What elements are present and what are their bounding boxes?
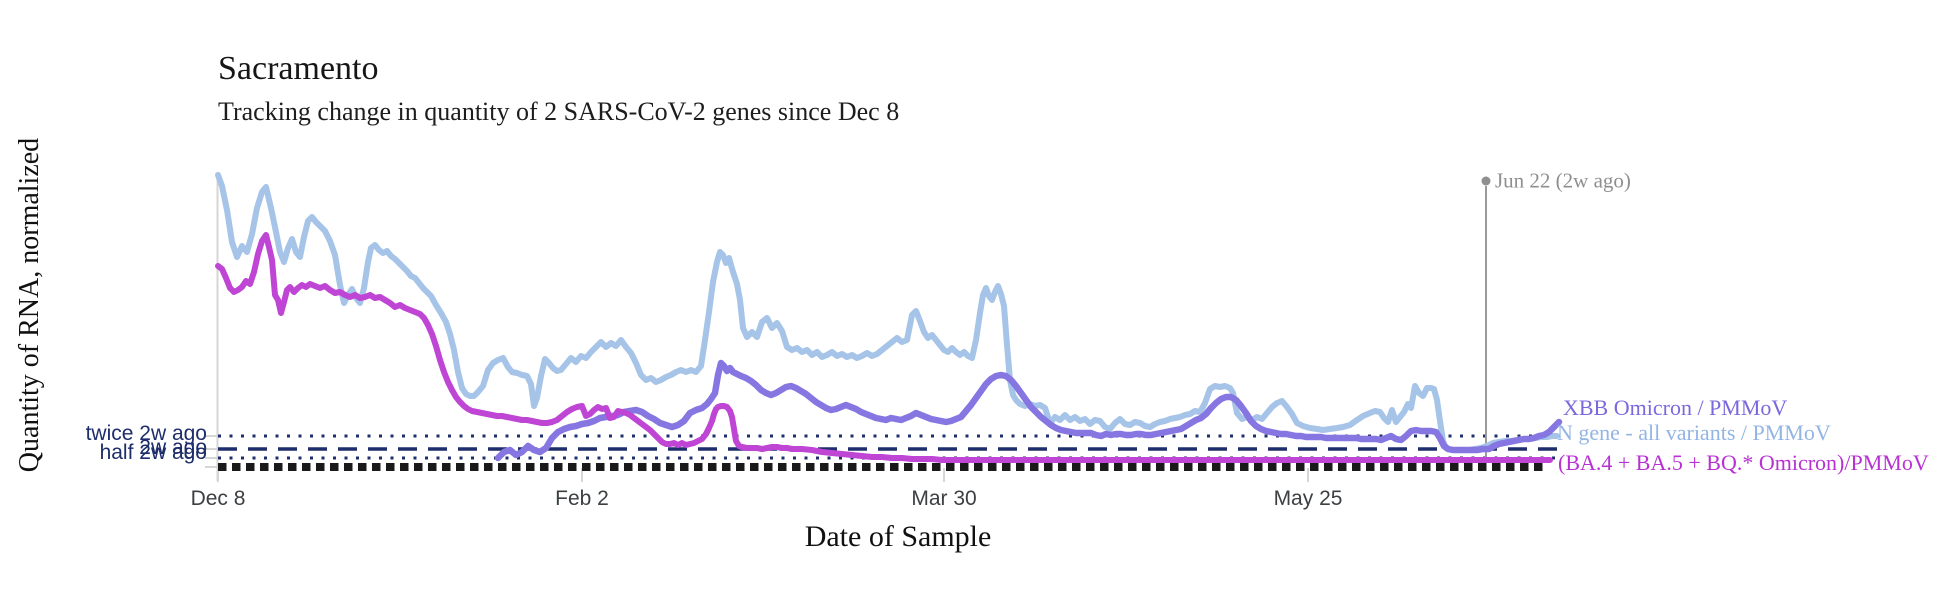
annotation-jun22-label: Jun 22 (2w ago) — [1495, 168, 1631, 193]
x-tick-label: Dec 8 — [190, 487, 246, 510]
annotation-dot — [1481, 176, 1491, 186]
reference-line-label: 2w ago — [139, 436, 207, 459]
page-title: Sacramento — [218, 50, 379, 87]
series-line-1 — [494, 359, 1563, 462]
legend-label: (BA.4 + BA.5 + BQ.* Omicron)/PMMoV — [1558, 450, 1929, 475]
x-tick-label: May 25 — [1273, 487, 1343, 510]
page-subtitle: Tracking change in quantity of 2 SARS-Co… — [218, 97, 900, 126]
series-line-2 — [215, 232, 1553, 463]
legend-label: N gene - all variants / PMMoV — [1557, 420, 1831, 445]
series-line-0 — [215, 172, 1560, 453]
x-tick-label: Mar 30 — [911, 487, 977, 510]
x-tick-label: Feb 2 — [555, 487, 609, 510]
reference-line-label: half 2w ago — [99, 441, 207, 464]
x-axis-label: Date of Sample — [804, 520, 992, 553]
legend-label: XBB Omicron / PMMoV — [1563, 395, 1788, 420]
reference-line-label: twice 2w ago — [85, 422, 207, 445]
